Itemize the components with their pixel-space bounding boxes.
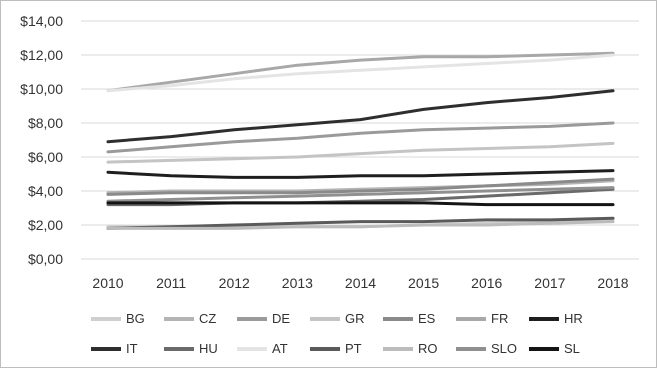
x-tick-label: 2011 bbox=[156, 275, 186, 291]
legend-label-cz: CZ bbox=[199, 311, 216, 326]
x-tick-label: 2018 bbox=[597, 275, 628, 291]
y-tick-label: $14,00 bbox=[20, 13, 63, 29]
legend-label-bg: BG bbox=[126, 311, 145, 326]
y-tick-label: $2,00 bbox=[28, 217, 63, 233]
series-line-fr bbox=[106, 51, 615, 93]
y-tick-label: $8,00 bbox=[28, 115, 63, 131]
y-tick-label: $10,00 bbox=[20, 81, 63, 97]
y-tick-label: $4,00 bbox=[28, 183, 63, 199]
legend-label-es: ES bbox=[418, 311, 436, 326]
legend-label-hr: HR bbox=[564, 311, 583, 326]
legend-label-slo: SLO bbox=[491, 341, 517, 356]
x-tick-label: 2015 bbox=[408, 275, 439, 291]
series-line-ro bbox=[106, 220, 615, 230]
legend-label-it: IT bbox=[126, 341, 138, 356]
series-lines bbox=[106, 51, 615, 230]
series-line-it bbox=[106, 89, 615, 144]
x-tick-label: 2017 bbox=[534, 275, 565, 291]
series-line-pt bbox=[106, 216, 615, 230]
y-tick-label: $0,00 bbox=[28, 251, 63, 267]
y-tick-label: $6,00 bbox=[28, 149, 63, 165]
legend-label-gr: GR bbox=[345, 311, 365, 326]
x-tick-label: 2016 bbox=[471, 275, 502, 291]
y-axis-ticks: $0,00 $2,00 $4,00 $6,00 $8,00 $10,00 $12,00 $14… bbox=[20, 13, 63, 267]
legend: BG CZ DE GR ES FR HR IT HU AT PT RO SLO SL bbox=[91, 311, 583, 356]
legend-label-ro: RO bbox=[418, 341, 438, 356]
legend-label-sl: SL bbox=[564, 341, 580, 356]
series-line-es bbox=[106, 177, 615, 196]
legend-label-at: AT bbox=[272, 341, 288, 356]
series-line-sl bbox=[106, 201, 615, 207]
legend-label-de: DE bbox=[272, 311, 290, 326]
series-line-hr bbox=[106, 169, 615, 179]
x-tick-label: 2014 bbox=[345, 275, 376, 291]
x-axis-ticks: 2010 2011 2012 2013 2014 2015 2016 2017 2018 bbox=[92, 275, 628, 291]
legend-label-fr: FR bbox=[491, 311, 508, 326]
x-tick-label: 2010 bbox=[92, 275, 123, 291]
series-line-de bbox=[106, 121, 615, 154]
y-tick-label: $12,00 bbox=[20, 47, 63, 63]
legend-label-pt: PT bbox=[345, 341, 362, 356]
series-line-gr bbox=[106, 141, 615, 164]
series-line-at bbox=[106, 53, 615, 93]
x-tick-label: 2012 bbox=[219, 275, 250, 291]
series-line-slo bbox=[106, 186, 615, 203]
legend-label-hu: HU bbox=[199, 341, 218, 356]
x-tick-label: 2013 bbox=[282, 275, 313, 291]
